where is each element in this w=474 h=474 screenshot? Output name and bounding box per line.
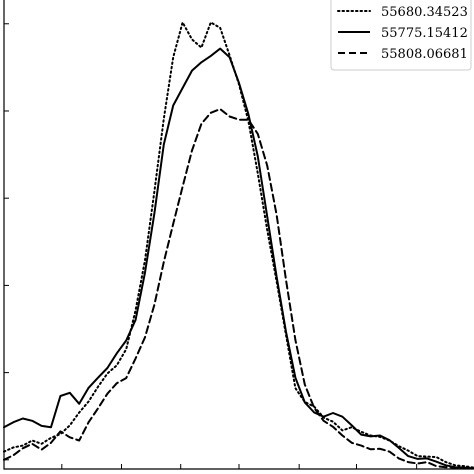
- axes-frame: [3, 0, 474, 470]
- legend-entry-2: 55775.15412: [338, 26, 468, 41]
- legend-label: 55775.15412: [381, 26, 468, 41]
- legend-label: 55680.34523: [381, 5, 468, 20]
- series-line-solid: [3, 47, 474, 470]
- axis-ticks: [4, 23, 418, 469]
- series-lines: [3, 21, 474, 470]
- legend-label: 55808.06681: [381, 47, 468, 62]
- legend-entry-3: 55808.06681: [338, 47, 468, 62]
- legend-entry-1: 55680.34523: [337, 5, 468, 20]
- legend: 55680.34523 55775.15412 55808.06681: [330, 0, 472, 71]
